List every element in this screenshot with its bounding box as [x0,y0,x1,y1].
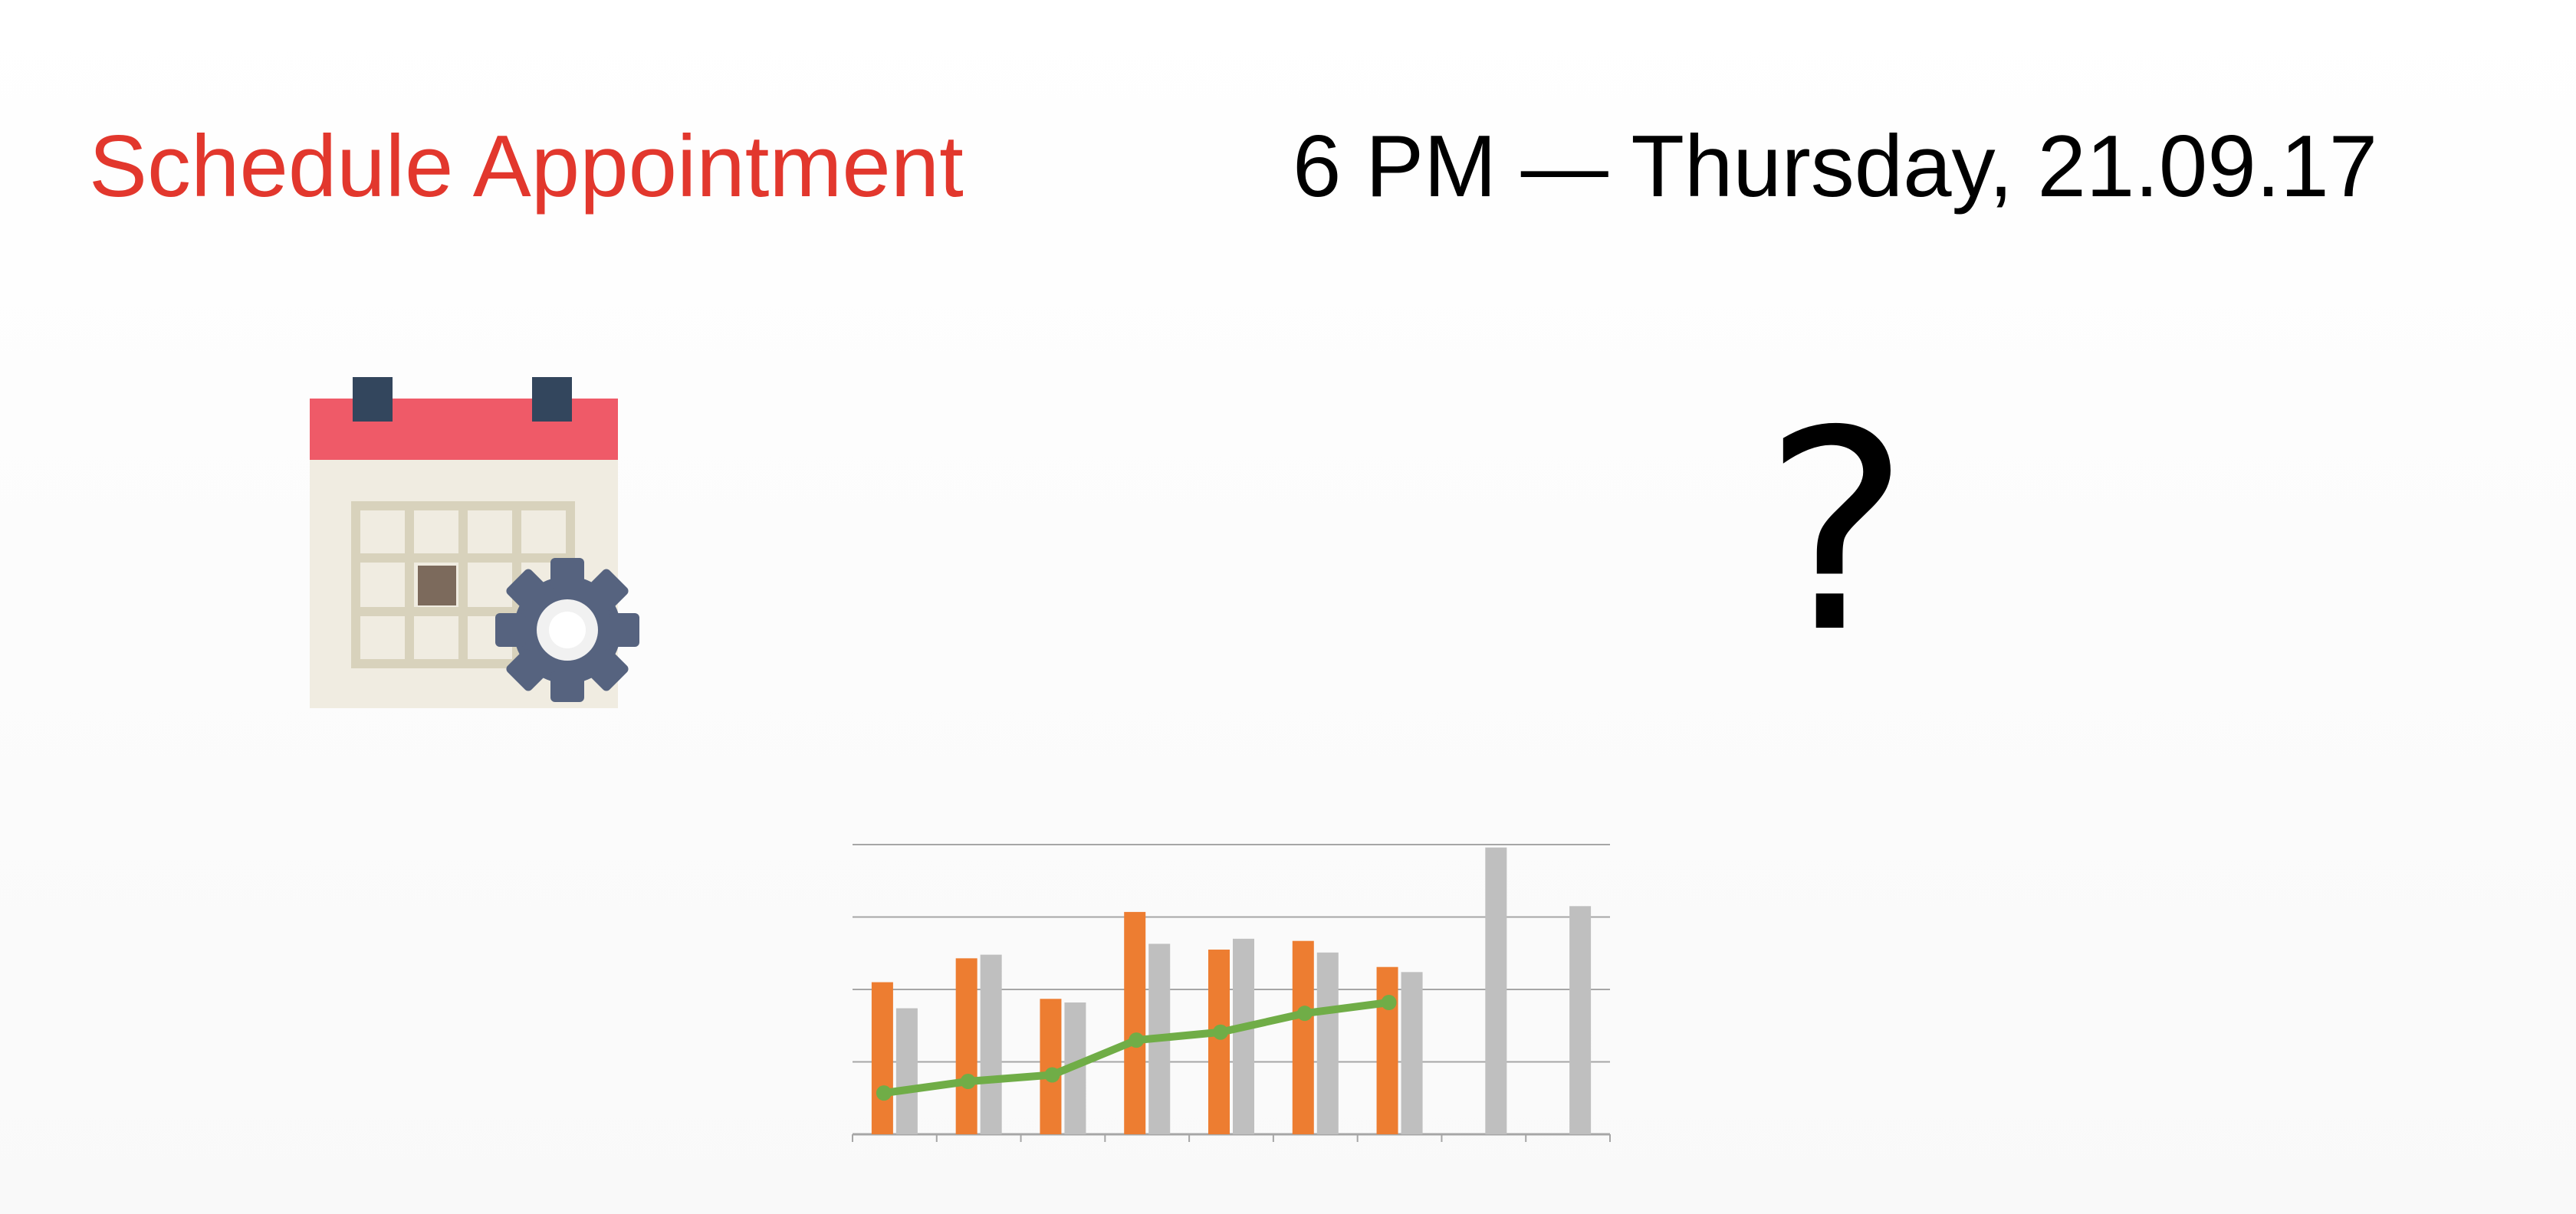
question-mark: ? [1763,372,1911,693]
line-point [1213,1024,1228,1040]
calendar-ring-right [532,377,572,422]
calendar-gear-icon [310,377,639,708]
line-point [1296,1006,1313,1022]
slide-datetime: 6 PM — Thursday, 21.09.17 [1293,118,2378,215]
bar-series-1 [871,982,893,1134]
calendar-ring-left [353,377,393,422]
bar-series-1 [1124,911,1146,1134]
bar-series-2 [1401,972,1423,1134]
bar-line-chart [852,844,1611,1142]
bar-series-2 [895,1008,918,1134]
slide-title: Schedule Appointment [89,118,964,215]
bar-series-1 [1292,940,1314,1134]
bar-series-2 [980,954,1002,1134]
bar-series-1 [1208,950,1230,1134]
bar-series-2 [1569,906,1592,1134]
line-point [1381,995,1397,1011]
line-point [960,1074,976,1090]
bar-series-2 [1485,847,1507,1134]
bar-series-1 [955,958,978,1134]
line-point [1129,1032,1145,1048]
bar-series-1 [1376,966,1398,1134]
bar-series-1 [1040,999,1062,1134]
bar-series-2 [1233,938,1254,1134]
line-point [1044,1067,1060,1083]
bar-series-2 [1316,952,1339,1134]
gear-icon [495,558,639,702]
line-point [876,1085,892,1101]
calendar-selected-day [418,566,456,605]
